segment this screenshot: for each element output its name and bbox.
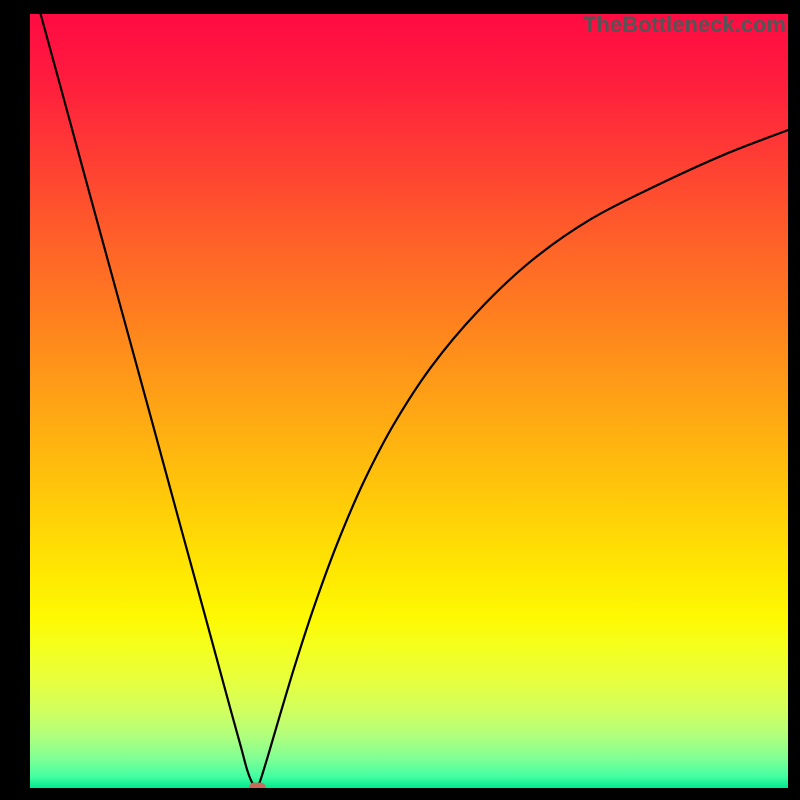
minimum-marker [249,783,266,788]
chart-container: TheBottleneck.com [0,0,800,800]
watermark-text: TheBottleneck.com [583,12,786,38]
plot-svg [30,14,788,788]
plot-area: TheBottleneck.com [30,14,788,788]
